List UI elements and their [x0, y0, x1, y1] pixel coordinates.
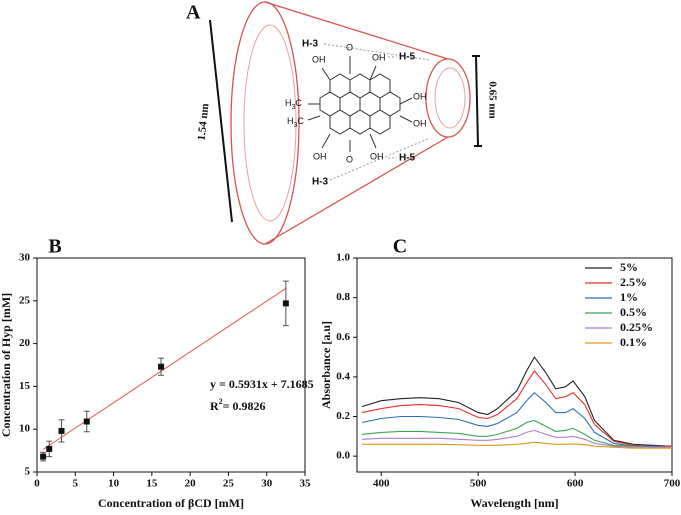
x-tick-label: 25	[223, 478, 235, 490]
dimension-line	[209, 19, 233, 223]
fit-line	[42, 288, 287, 450]
point	[83, 418, 90, 425]
x-tick-label: 20	[185, 478, 197, 490]
y-tick-label: 0.2	[336, 410, 350, 422]
y-tick-label: 0.0	[336, 450, 350, 462]
atom: C	[297, 116, 304, 126]
atom-label: OH	[312, 54, 326, 64]
atom: H	[287, 116, 294, 126]
point	[40, 453, 47, 460]
x-tick-label: 0	[34, 478, 40, 490]
y-tick-label: 5	[25, 466, 31, 478]
subscript: 3	[292, 104, 296, 111]
y-tick-label: 0.4	[336, 370, 350, 382]
y-tick-label: 25	[19, 294, 31, 306]
proton-label: H-3	[302, 39, 319, 50]
y-tick-label: 1.0	[336, 252, 350, 264]
cone-inner	[243, 24, 466, 222]
r2-text: = 0.9826	[223, 399, 266, 413]
cone	[230, 1, 471, 245]
dimension-label: 1.54 nm	[196, 103, 212, 141]
atom-label: OH	[413, 91, 427, 101]
legend-label: 0.5%	[620, 305, 647, 319]
legend-label: 2.5%	[620, 275, 647, 289]
atom: C	[295, 98, 302, 108]
x-tick-label: 700	[664, 478, 681, 490]
spectrum-line	[361, 356, 673, 447]
x-tick-label: 400	[373, 478, 390, 490]
point	[58, 427, 65, 434]
atom-label: OH	[313, 151, 327, 161]
legend-label: 0.25%	[620, 320, 653, 334]
methyl-label: H3C	[285, 98, 302, 110]
r2-base: R	[210, 399, 219, 413]
spectrum-line	[361, 419, 672, 448]
atom-label: OH	[372, 52, 386, 62]
proton-label: H-5	[399, 52, 416, 63]
x-tick-label: 15	[146, 478, 158, 490]
molecule	[307, 56, 413, 152]
point	[46, 445, 53, 452]
atom-label: O	[346, 154, 353, 164]
plot-frame	[36, 257, 306, 473]
atom-label: OH	[370, 151, 384, 161]
x-axis-label: Concentration of βCD [mM]	[98, 496, 244, 510]
legend-label: 5%	[620, 260, 638, 274]
proton-label: H-5	[399, 153, 416, 164]
panel-label: C	[393, 236, 407, 258]
r2-sup: 2	[219, 397, 223, 406]
y-tick-label: 0.6	[336, 331, 350, 343]
x-tick-label: 30	[261, 478, 273, 490]
spectrum-line	[361, 369, 672, 447]
panel-label: B	[48, 236, 61, 258]
spectrum-line	[361, 429, 672, 448]
x-tick-label: 5	[73, 478, 79, 490]
fit-equation: y = 0.5931x + 7.1685	[210, 377, 314, 391]
point	[282, 300, 289, 307]
y-tick-label: 0.8	[336, 291, 350, 303]
spectrum-line	[361, 391, 673, 448]
x-tick-label: 35	[300, 478, 312, 490]
y-tick-label: 30	[19, 252, 31, 264]
methyl-label: H3C	[287, 116, 304, 128]
x-tick-label: 10	[108, 478, 120, 490]
legend-label: 0.1%	[620, 335, 647, 349]
spectrum-line	[361, 441, 672, 449]
panel-a: A 1.54 nm 0.65 nm H-3 H-5 H-5 H-	[186, 1, 498, 245]
x-tick-label: 600	[567, 478, 584, 490]
atom: H	[285, 98, 292, 108]
panel-label: A	[186, 2, 201, 24]
y-tick-label: 20	[19, 337, 31, 349]
subscript: 3	[294, 122, 298, 129]
proton-label: H-3	[312, 177, 329, 188]
atom-label: O	[346, 42, 353, 52]
dimension-line	[475, 55, 479, 147]
y-axis-label: Concentration of Hyp [mM]	[0, 293, 13, 437]
legend-label: 1%	[620, 290, 638, 304]
y-axis-label: Absorbance [a.u]	[319, 321, 333, 409]
y-tick-label: 15	[19, 380, 31, 392]
dimension-label: 0.65 nm	[486, 81, 498, 118]
x-tick-label: 500	[470, 478, 487, 490]
x-axis-label: Wavelength [nm]	[470, 496, 558, 510]
point	[158, 363, 165, 370]
plot-frame	[356, 257, 673, 473]
atom-label: OH	[413, 118, 427, 128]
dotted-links	[323, 43, 431, 181]
r-squared: R2= 0.9826	[210, 397, 266, 413]
y-tick-label: 10	[19, 423, 31, 435]
